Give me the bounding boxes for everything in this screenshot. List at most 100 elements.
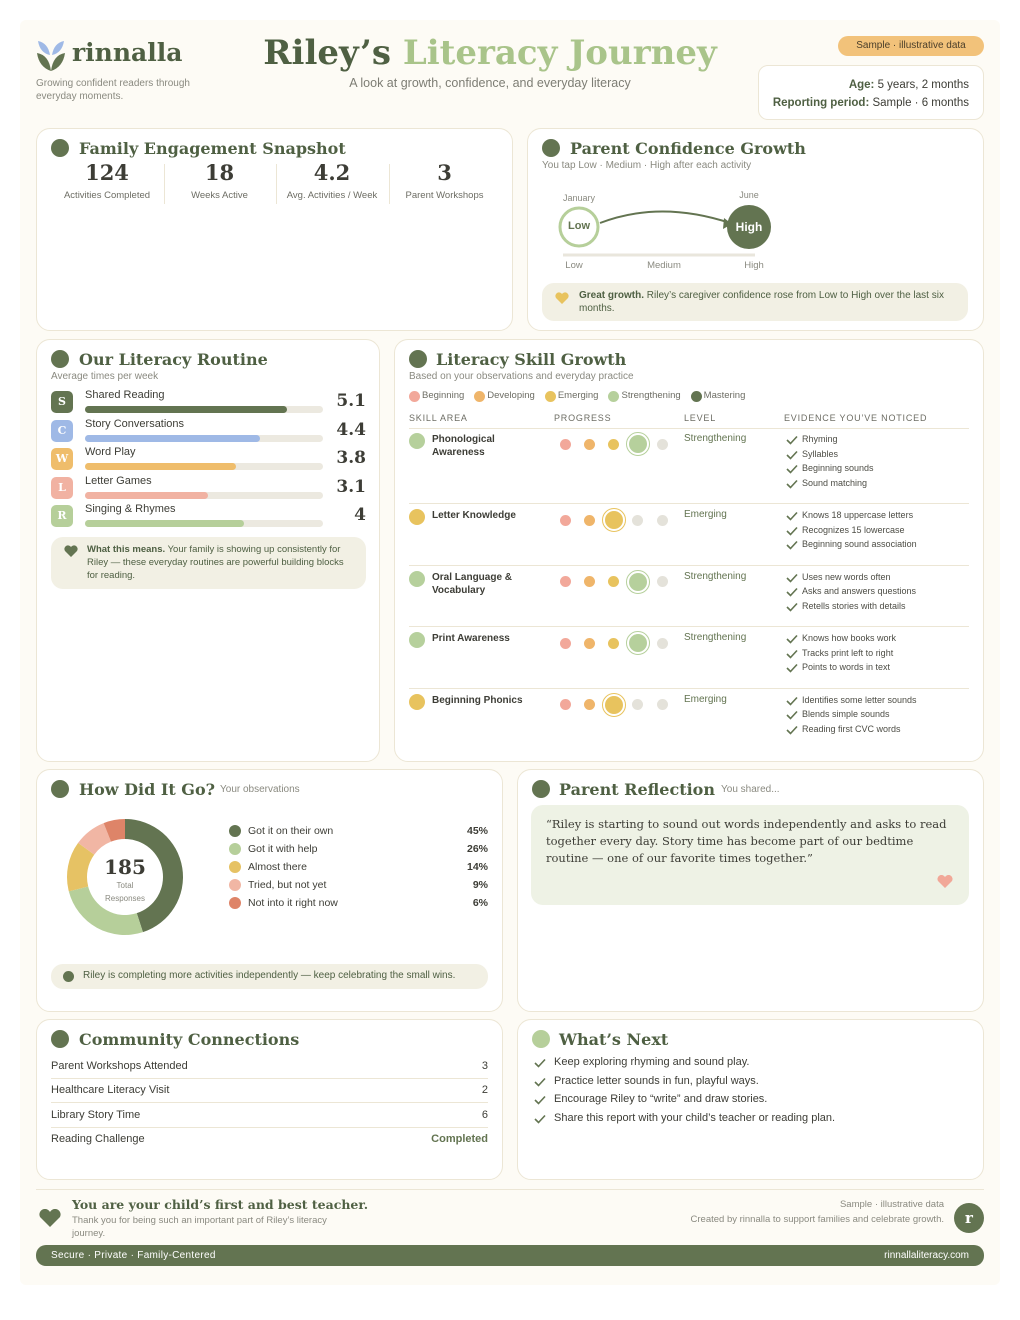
- check-stroke: [534, 1058, 546, 1068]
- progress-dot: [608, 637, 620, 649]
- title-name: Riley’s: [263, 33, 391, 73]
- legend-label: Beginning: [422, 390, 465, 401]
- progress-dot: [656, 514, 668, 526]
- end-level: High: [735, 220, 763, 234]
- quote-box: [531, 805, 969, 905]
- check-stroke: [534, 1077, 546, 1087]
- footer-text: Thank you for being such an important pa…: [72, 1215, 327, 1239]
- check-icon: [786, 464, 798, 474]
- progress-dot: [656, 438, 668, 450]
- scale-label: Low: [565, 260, 583, 271]
- heart-icon: [555, 292, 569, 304]
- legend-label: Not into it right now: [248, 897, 338, 909]
- skill-name: Letter Knowledge: [432, 510, 516, 521]
- routine-value: 5.1: [336, 391, 366, 411]
- check-stroke: [534, 1095, 546, 1105]
- progress-dot: [632, 699, 644, 710]
- stat-value: 124: [85, 160, 129, 185]
- next-item: Keep exploring rhyming and sound play.: [554, 1056, 750, 1068]
- progress-current-fill: [628, 634, 647, 652]
- progress-current-fill: [604, 511, 623, 529]
- title-dot: [409, 350, 427, 368]
- panel-subtitle: Based on your observations and everyday …: [409, 371, 634, 382]
- check-icon: [534, 1095, 546, 1105]
- end-month: June: [739, 190, 759, 200]
- check-stroke: [786, 663, 798, 673]
- progress-dot: [656, 699, 668, 710]
- column-header: SKILL AREA: [409, 413, 468, 423]
- start-level: Low: [568, 220, 590, 232]
- footer-logo: r: [954, 1203, 984, 1233]
- period-row: Reporting period: Sample · 6 months: [759, 94, 969, 112]
- progress-dot: [559, 576, 571, 587]
- legend-value: 6%: [472, 897, 488, 909]
- evidence: Points to words in text: [802, 662, 891, 672]
- routine-value: 4: [354, 505, 366, 525]
- row-rule: [409, 626, 969, 627]
- evidence: Beginning sounds: [802, 463, 874, 473]
- row-rule: [409, 687, 969, 689]
- column-header: EVIDENCE YOU’VE NOTICED: [784, 413, 928, 423]
- tagline: Growing confident readers through everyd…: [36, 78, 190, 102]
- panel-title: Parent Confidence Growth: [570, 139, 806, 158]
- info-box: Age: 5 years, 2 months Reporting period:…: [758, 65, 984, 120]
- stat-label: Parent Workshops: [405, 190, 484, 201]
- check-stroke: [786, 464, 798, 474]
- quote: “Riley is starting to sound out words in…: [546, 817, 947, 865]
- footer-divider: [36, 1189, 984, 1190]
- title-dot: [51, 1030, 69, 1048]
- title: Riley’s Literacy Journey: [240, 33, 740, 73]
- legend-dot: [409, 391, 420, 402]
- stat-label: Weeks Active: [191, 190, 248, 201]
- legend-label: Tried, but not yet: [248, 879, 327, 891]
- panel-subtitle: Your observations: [220, 784, 300, 795]
- panel-title: Literacy Skill Growth: [436, 350, 627, 369]
- check-icon: [786, 634, 798, 644]
- check-stroke: [786, 479, 798, 489]
- skill-level: Emerging: [684, 509, 727, 520]
- note-text: Riley is completing more activities inde…: [83, 970, 456, 981]
- progress-dot: [559, 514, 571, 526]
- footer-headline: You are your child’s first and best teac…: [72, 1197, 369, 1212]
- check-stroke: [786, 602, 798, 612]
- skill-name: Phonological Awareness: [432, 434, 495, 458]
- age-label: Age:: [848, 79, 875, 91]
- community-value: 2: [481, 1084, 488, 1097]
- legend-value: 9%: [472, 879, 488, 891]
- check-stroke: [786, 725, 798, 735]
- routine-letter: W: [51, 448, 73, 470]
- check-icon: [534, 1058, 546, 1068]
- footer-bar-right: rinnallaliteracy.com: [884, 1250, 969, 1261]
- skill-dot: [409, 632, 425, 648]
- title-dot: [51, 780, 69, 798]
- confidence-note: [542, 283, 968, 321]
- routine-letter: C: [51, 419, 73, 442]
- check-stroke: [786, 450, 798, 460]
- routine-name: Shared Reading: [85, 389, 165, 401]
- skill-level: Strengthening: [684, 570, 747, 582]
- next-item: Share this report with your child’s teac…: [554, 1111, 836, 1124]
- evidence: Asks and answers questions: [802, 586, 917, 596]
- progress-dot: [583, 699, 595, 710]
- routine-letter: S: [51, 391, 73, 413]
- skill-dot: [409, 570, 425, 587]
- skill-dot: [409, 509, 425, 525]
- skill-level: Emerging: [684, 693, 727, 705]
- community-name: Parent Workshops Attended: [51, 1060, 188, 1072]
- donut-slice: [67, 842, 95, 892]
- check-stroke: [534, 1114, 546, 1124]
- progress-dot: [608, 438, 620, 450]
- next-item: Encourage Riley to “write” and draw stor…: [554, 1093, 768, 1105]
- check-stroke: [786, 511, 798, 521]
- title-dot: [542, 139, 560, 157]
- progress-dot: [656, 637, 668, 649]
- check-stroke: [786, 649, 798, 659]
- age-row: Age: 5 years, 2 months: [759, 76, 969, 94]
- progress-dot: [656, 576, 668, 587]
- progress-current-fill: [628, 435, 647, 453]
- bar: [85, 434, 260, 442]
- evidence: Knows 18 uppercase letters: [802, 510, 914, 520]
- community-value: 3: [481, 1060, 488, 1072]
- routine-name: Word Play: [85, 446, 136, 458]
- routine-value: 4.4: [336, 419, 366, 440]
